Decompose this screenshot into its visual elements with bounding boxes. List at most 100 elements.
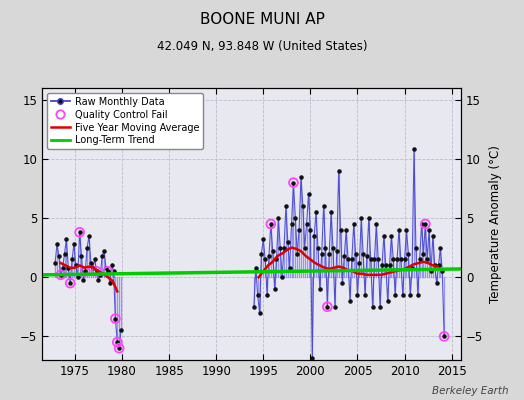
Point xyxy=(423,256,431,263)
Point xyxy=(370,256,379,263)
Point xyxy=(308,354,316,361)
Point xyxy=(315,286,324,292)
Point xyxy=(102,264,110,271)
Point xyxy=(60,250,69,257)
Point xyxy=(342,227,351,233)
Point xyxy=(417,221,425,227)
Point xyxy=(301,244,309,251)
Point xyxy=(429,233,437,239)
Point xyxy=(395,227,403,233)
Point xyxy=(378,262,386,268)
Point xyxy=(323,304,332,310)
Point xyxy=(92,268,101,274)
Point xyxy=(438,268,446,274)
Point xyxy=(272,256,281,263)
Point xyxy=(111,316,119,322)
Point xyxy=(263,292,271,298)
Point xyxy=(91,256,99,263)
Point xyxy=(389,256,398,263)
Point xyxy=(338,280,346,286)
Point xyxy=(57,272,65,278)
Point xyxy=(384,298,392,304)
Legend: Raw Monthly Data, Quality Control Fail, Five Year Moving Average, Long-Term Tren: Raw Monthly Data, Quality Control Fail, … xyxy=(47,93,203,149)
Point xyxy=(329,244,337,251)
Point xyxy=(81,268,90,274)
Point xyxy=(421,221,430,227)
Point xyxy=(291,215,300,221)
Point xyxy=(347,256,356,263)
Point xyxy=(404,250,412,257)
Point xyxy=(115,345,123,351)
Point xyxy=(299,203,307,210)
Point xyxy=(297,174,305,180)
Text: BOONE MUNI AP: BOONE MUNI AP xyxy=(200,12,324,27)
Point xyxy=(249,304,258,310)
Point xyxy=(355,260,364,266)
Point xyxy=(432,280,441,286)
Point xyxy=(387,233,396,239)
Point xyxy=(113,339,122,346)
Point xyxy=(333,248,341,254)
Point xyxy=(331,304,339,310)
Point xyxy=(372,221,380,227)
Point xyxy=(289,180,298,186)
Point xyxy=(374,256,383,263)
Point xyxy=(427,268,435,274)
Point xyxy=(412,244,420,251)
Point xyxy=(252,264,260,271)
Point xyxy=(254,292,262,298)
Point xyxy=(286,264,294,271)
Point xyxy=(306,227,314,233)
Point xyxy=(72,262,80,268)
Point xyxy=(376,304,384,310)
Point xyxy=(406,292,414,298)
Point xyxy=(327,209,335,215)
Point xyxy=(366,256,375,263)
Point xyxy=(314,244,322,251)
Text: Berkeley Earth: Berkeley Earth xyxy=(432,386,508,396)
Point xyxy=(344,256,352,263)
Point xyxy=(276,244,285,251)
Point xyxy=(53,241,61,247)
Point xyxy=(113,339,122,346)
Point xyxy=(346,298,354,304)
Point xyxy=(283,238,292,245)
Point xyxy=(289,180,298,186)
Point xyxy=(57,272,65,278)
Point xyxy=(381,262,390,268)
Point xyxy=(310,233,319,239)
Point xyxy=(105,280,114,286)
Point xyxy=(51,260,59,266)
Point xyxy=(62,236,71,242)
Point xyxy=(89,264,97,271)
Point xyxy=(280,244,288,251)
Point xyxy=(399,292,407,298)
Point xyxy=(100,248,108,254)
Point xyxy=(111,316,119,322)
Point xyxy=(257,250,266,257)
Point xyxy=(255,310,264,316)
Point xyxy=(282,203,290,210)
Point xyxy=(75,229,84,236)
Point xyxy=(365,215,373,221)
Point xyxy=(350,221,358,227)
Point xyxy=(436,244,444,251)
Point xyxy=(274,215,282,221)
Point xyxy=(397,256,405,263)
Point xyxy=(440,333,449,340)
Point xyxy=(104,268,112,274)
Point xyxy=(425,227,433,233)
Point xyxy=(70,241,78,247)
Text: 42.049 N, 93.848 W (United States): 42.049 N, 93.848 W (United States) xyxy=(157,40,367,53)
Point xyxy=(110,268,118,274)
Point xyxy=(416,256,424,263)
Point xyxy=(267,221,275,227)
Point xyxy=(104,268,112,274)
Point xyxy=(336,227,345,233)
Point xyxy=(83,244,91,251)
Point xyxy=(434,262,443,268)
Point xyxy=(92,268,101,274)
Point xyxy=(85,233,93,239)
Point xyxy=(440,333,449,340)
Point xyxy=(385,262,394,268)
